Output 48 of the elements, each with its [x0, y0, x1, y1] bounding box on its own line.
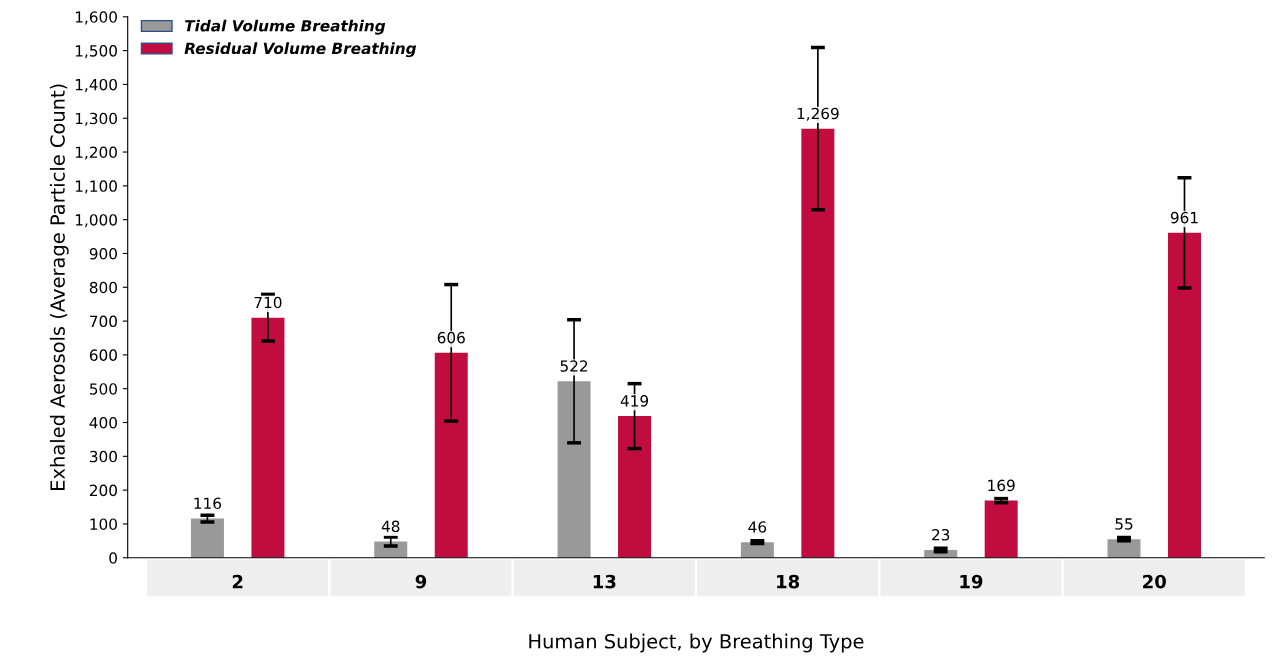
- x-tick-label: 20: [1143, 574, 1166, 589]
- x-axis-title: Human Subject, by Breathing Type: [529, 633, 864, 653]
- data-label: 710: [254, 296, 282, 309]
- data-label: 169: [988, 479, 1015, 492]
- x-tick-label: 13: [593, 574, 616, 589]
- bar: [251, 317, 285, 558]
- data-label: 23: [932, 528, 950, 541]
- data-label: 46: [748, 521, 767, 533]
- bar: [1107, 539, 1141, 558]
- y-tick-label: 1,100: [75, 180, 117, 194]
- y-tick-label: 1,600: [75, 11, 117, 25]
- y-tick-label: 1,300: [75, 112, 117, 126]
- y-tick-label: 500: [90, 383, 117, 395]
- bar: [557, 381, 591, 558]
- bar: [618, 416, 652, 558]
- data-label: 606: [437, 331, 465, 344]
- data-label: 116: [194, 497, 222, 510]
- y-tick-label: 700: [90, 315, 117, 328]
- data-label: 522: [560, 360, 588, 372]
- x-tick-label: 19: [960, 574, 983, 589]
- bar: [434, 352, 468, 558]
- data-label: 961: [1170, 211, 1198, 224]
- y-axis-title: Exhaled Aerosols (Average Particle Count): [49, 84, 69, 490]
- x-tick-label: 18: [777, 574, 800, 589]
- y-tick-label: 1,500: [75, 45, 117, 59]
- x-tick-label: 2: [232, 574, 243, 589]
- y-tick-label: 800: [89, 281, 117, 294]
- y-tick-label: 900: [89, 247, 117, 260]
- y-tick-label: 1,400: [75, 78, 117, 92]
- y-tick-label: 100: [90, 518, 117, 530]
- x-tick-label: 9: [415, 574, 427, 589]
- data-label: 419: [620, 395, 649, 407]
- y-tick-label: 1,200: [75, 146, 117, 160]
- legend-label: Tidal Volume Breathing: [184, 19, 386, 35]
- y-tick-label: 0: [109, 552, 117, 564]
- data-label: 1,269: [797, 107, 839, 121]
- legend-label: Residual Volume Breathing: [184, 42, 417, 58]
- y-tick-label: 1,000: [75, 214, 117, 228]
- y-tick-label: 400: [89, 416, 117, 429]
- y-tick-label: 200: [89, 484, 117, 497]
- bar: [984, 500, 1018, 558]
- data-label: 55: [1115, 518, 1133, 530]
- bar: [1167, 232, 1201, 558]
- bar: [801, 128, 835, 558]
- data-label: 48: [381, 520, 400, 533]
- bar: [190, 518, 224, 558]
- y-tick-label: 300: [89, 450, 117, 463]
- y-tick-label: 600: [89, 349, 117, 361]
